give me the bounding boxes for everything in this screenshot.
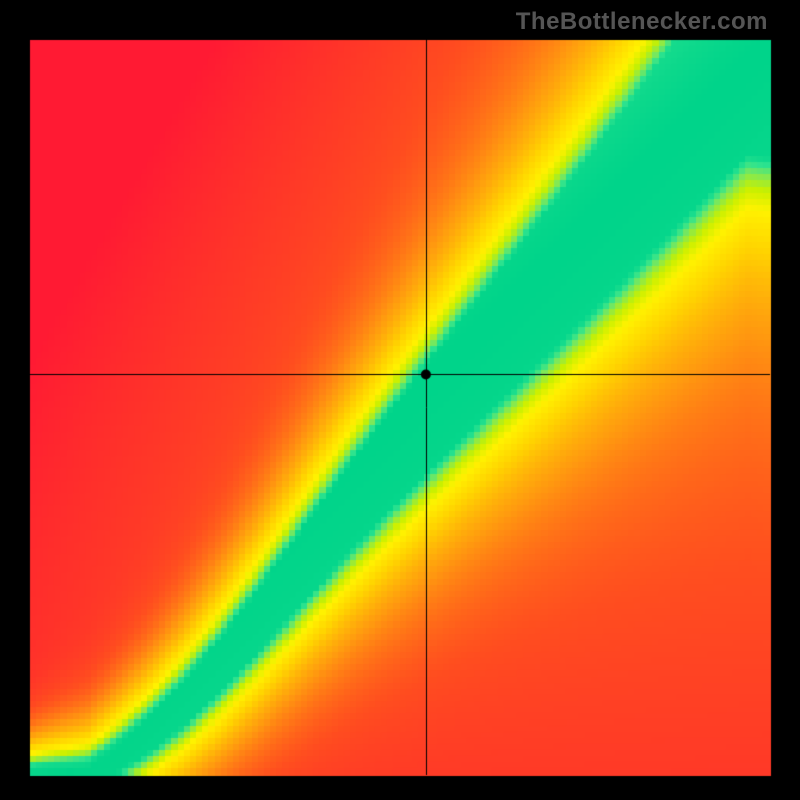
chart-container: { "watermark": { "text": "TheBottlenecke…	[0, 0, 800, 800]
watermark-text: TheBottlenecker.com	[516, 8, 768, 36]
bottleneck-heatmap	[0, 0, 800, 800]
